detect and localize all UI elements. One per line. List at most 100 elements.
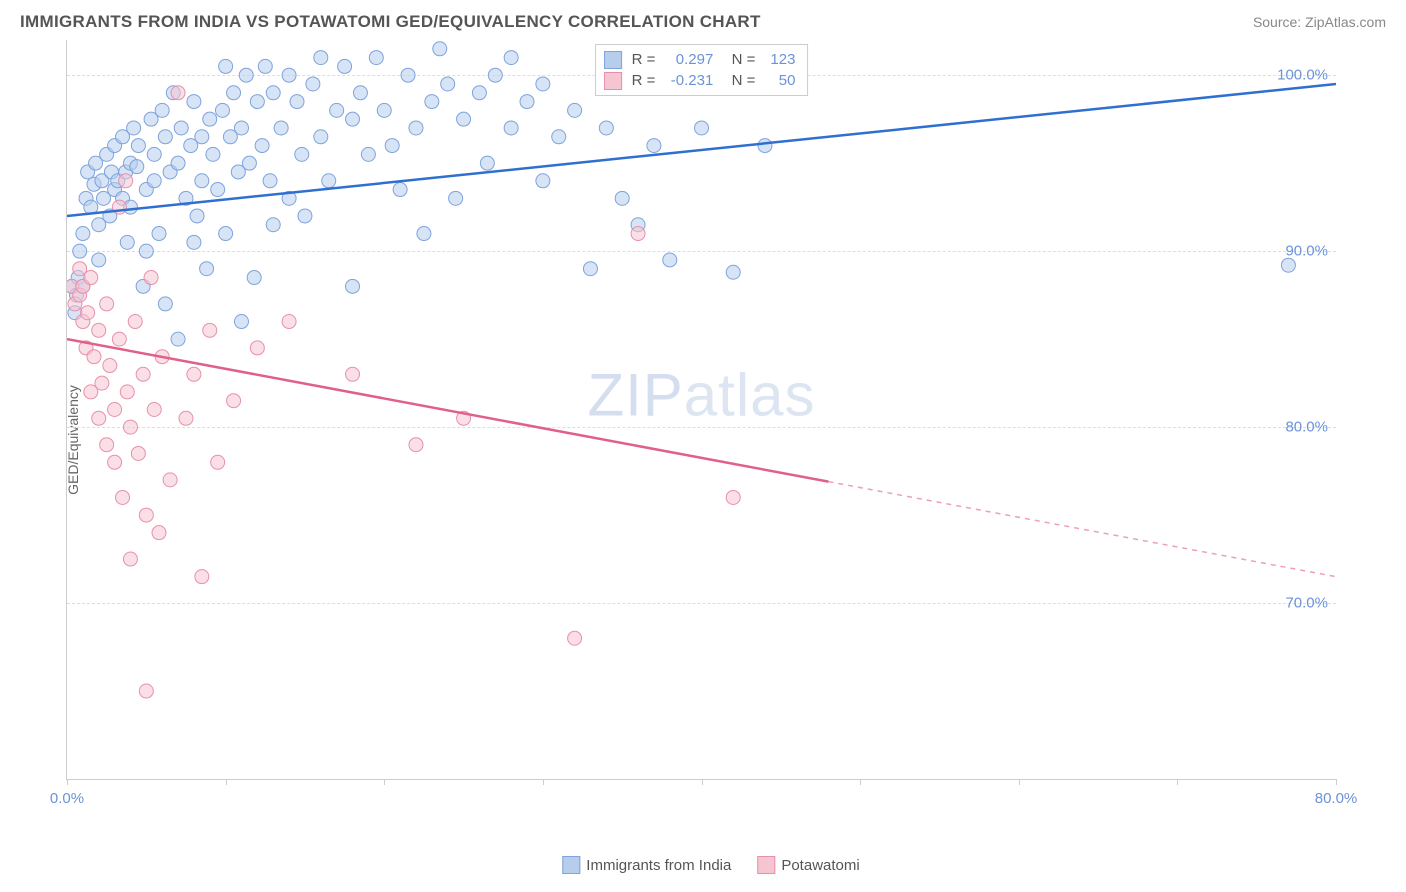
legend-bottom: Immigrants from India Potawatomi bbox=[562, 856, 859, 874]
scatter-point bbox=[100, 297, 114, 311]
x-tick bbox=[543, 779, 544, 785]
x-tick bbox=[1177, 779, 1178, 785]
scatter-point bbox=[120, 385, 134, 399]
scatter-point bbox=[330, 103, 344, 117]
scatter-point bbox=[139, 508, 153, 522]
scatter-point bbox=[250, 341, 264, 355]
scatter-point bbox=[409, 121, 423, 135]
stats-row-0: R = 0.297 N = 123 bbox=[604, 49, 796, 70]
scatter-point bbox=[726, 490, 740, 504]
scatter-point bbox=[472, 86, 486, 100]
scatter-point bbox=[441, 77, 455, 91]
scatter-point bbox=[282, 68, 296, 82]
chart-title: IMMIGRANTS FROM INDIA VS POTAWATOMI GED/… bbox=[20, 12, 761, 32]
scatter-point bbox=[258, 59, 272, 73]
scatter-point bbox=[147, 174, 161, 188]
chart-container: GED/Equivalency ZIPatlas R = 0.297 N = 1… bbox=[36, 40, 1386, 840]
stats-swatch-1 bbox=[604, 72, 622, 90]
scatter-point bbox=[599, 121, 613, 135]
scatter-point bbox=[179, 411, 193, 425]
scatter-point bbox=[568, 631, 582, 645]
scatter-point bbox=[76, 227, 90, 241]
x-tick bbox=[384, 779, 385, 785]
scatter-point bbox=[152, 526, 166, 540]
scatter-point bbox=[504, 121, 518, 135]
scatter-point bbox=[255, 139, 269, 153]
scatter-point bbox=[393, 183, 407, 197]
scatter-point bbox=[239, 68, 253, 82]
scatter-point bbox=[263, 174, 277, 188]
scatter-point bbox=[227, 394, 241, 408]
scatter-point bbox=[103, 359, 117, 373]
scatter-point bbox=[206, 147, 220, 161]
x-tick bbox=[860, 779, 861, 785]
scatter-point bbox=[119, 174, 133, 188]
chart-header: IMMIGRANTS FROM INDIA VS POTAWATOMI GED/… bbox=[0, 0, 1406, 40]
scatter-point bbox=[195, 174, 209, 188]
scatter-point bbox=[171, 332, 185, 346]
scatter-point bbox=[266, 86, 280, 100]
scatter-point bbox=[108, 455, 122, 469]
scatter-point bbox=[139, 244, 153, 258]
scatter-point bbox=[219, 227, 233, 241]
scatter-point bbox=[158, 130, 172, 144]
scatter-point bbox=[346, 112, 360, 126]
scatter-point bbox=[215, 103, 229, 117]
scatter-point bbox=[647, 139, 661, 153]
scatter-point bbox=[112, 332, 126, 346]
scatter-point bbox=[314, 130, 328, 144]
scatter-point bbox=[314, 51, 328, 65]
stat-r-label-0: R = bbox=[632, 49, 656, 70]
scatter-point bbox=[171, 156, 185, 170]
x-tick bbox=[1019, 779, 1020, 785]
stat-r-val-1: -0.231 bbox=[661, 70, 713, 91]
scatter-point bbox=[139, 684, 153, 698]
scatter-point bbox=[695, 121, 709, 135]
stats-row-1: R = -0.231 N = 50 bbox=[604, 70, 796, 91]
scatter-point bbox=[346, 367, 360, 381]
scatter-point bbox=[449, 191, 463, 205]
scatter-point bbox=[536, 77, 550, 91]
scatter-point bbox=[147, 403, 161, 417]
scatter-point bbox=[120, 235, 134, 249]
stats-legend: R = 0.297 N = 123 R = -0.231 N = 50 bbox=[595, 44, 809, 96]
scatter-point bbox=[234, 121, 248, 135]
scatter-point bbox=[84, 271, 98, 285]
scatter-point bbox=[242, 156, 256, 170]
scatter-point bbox=[536, 174, 550, 188]
scatter-point bbox=[346, 279, 360, 293]
legend-label-0: Immigrants from India bbox=[586, 857, 731, 874]
legend-item-1: Potawatomi bbox=[757, 856, 859, 874]
scatter-point bbox=[195, 570, 209, 584]
scatter-point bbox=[92, 323, 106, 337]
scatter-point bbox=[488, 68, 502, 82]
scatter-point bbox=[227, 86, 241, 100]
trend-line-dashed bbox=[828, 482, 1336, 577]
scatter-point bbox=[203, 112, 217, 126]
stat-n-label-1: N = bbox=[723, 70, 755, 91]
scatter-svg bbox=[67, 40, 1336, 779]
scatter-point bbox=[158, 297, 172, 311]
legend-label-1: Potawatomi bbox=[781, 857, 859, 874]
scatter-point bbox=[200, 262, 214, 276]
scatter-point bbox=[92, 253, 106, 267]
stats-swatch-0 bbox=[604, 51, 622, 69]
scatter-point bbox=[322, 174, 336, 188]
scatter-point bbox=[174, 121, 188, 135]
scatter-point bbox=[127, 121, 141, 135]
scatter-point bbox=[147, 147, 161, 161]
scatter-point bbox=[247, 271, 261, 285]
scatter-point bbox=[504, 51, 518, 65]
x-tick bbox=[226, 779, 227, 785]
scatter-point bbox=[171, 86, 185, 100]
stat-n-label-0: N = bbox=[723, 49, 755, 70]
scatter-point bbox=[457, 112, 471, 126]
scatter-point bbox=[100, 438, 114, 452]
scatter-point bbox=[274, 121, 288, 135]
scatter-point bbox=[377, 103, 391, 117]
scatter-point bbox=[726, 265, 740, 279]
scatter-point bbox=[758, 139, 772, 153]
source-label: Source: ZipAtlas.com bbox=[1253, 14, 1386, 30]
plot-area: ZIPatlas R = 0.297 N = 123 R = -0.231 N … bbox=[66, 40, 1336, 780]
stat-r-val-0: 0.297 bbox=[661, 49, 713, 70]
